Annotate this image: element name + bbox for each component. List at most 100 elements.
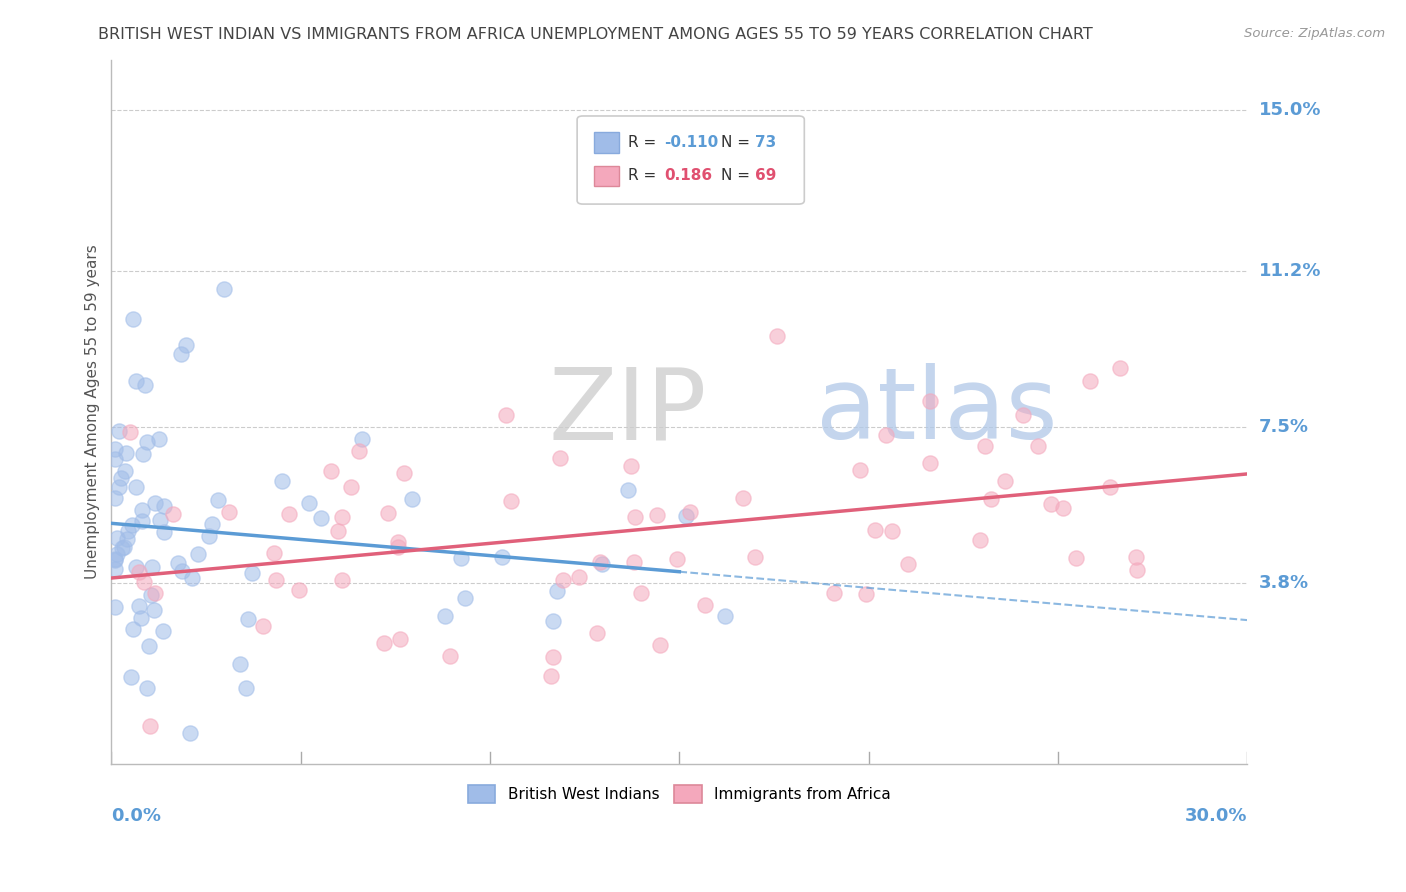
Point — [679, 505, 702, 519]
Point — [298, 496, 321, 510]
Text: N =: N = — [721, 136, 755, 150]
Point — [128, 599, 150, 613]
Point — [143, 496, 166, 510]
Text: atlas: atlas — [815, 363, 1057, 460]
Point — [187, 547, 209, 561]
Text: -0.110: -0.110 — [665, 136, 718, 150]
Point — [162, 507, 184, 521]
Point — [104, 491, 127, 506]
Point — [551, 573, 574, 587]
Point — [450, 550, 472, 565]
Point — [104, 552, 127, 566]
Text: N =: N = — [721, 169, 755, 184]
Point — [591, 557, 613, 571]
Text: 73: 73 — [755, 136, 776, 150]
Y-axis label: Unemployment Among Ages 55 to 59 years: Unemployment Among Ages 55 to 59 years — [86, 244, 100, 579]
Text: R =: R = — [628, 169, 666, 184]
Point — [112, 540, 135, 554]
Point — [499, 494, 522, 508]
Point — [332, 509, 354, 524]
Text: ZIP: ZIP — [548, 363, 707, 460]
Point — [347, 444, 370, 458]
Point — [114, 464, 136, 478]
Point — [132, 575, 155, 590]
Point — [278, 508, 301, 522]
Point — [121, 518, 143, 533]
Point — [980, 492, 1002, 507]
Point — [880, 524, 903, 539]
Point — [855, 587, 877, 601]
Text: 3.8%: 3.8% — [1258, 574, 1309, 592]
Point — [108, 480, 131, 494]
Point — [179, 726, 201, 740]
Point — [620, 459, 643, 474]
Point — [152, 624, 174, 638]
Point — [235, 681, 257, 695]
Point — [111, 541, 134, 555]
Point — [131, 515, 153, 529]
Point — [167, 556, 190, 570]
Point — [920, 394, 942, 409]
Point — [319, 464, 342, 478]
Point — [586, 626, 609, 640]
Point — [491, 550, 513, 565]
Text: 0.186: 0.186 — [665, 169, 713, 184]
Point — [1109, 360, 1132, 375]
Point — [207, 492, 229, 507]
Point — [693, 599, 716, 613]
Point — [731, 491, 754, 505]
Point — [104, 562, 127, 576]
Point — [218, 505, 240, 519]
Point — [875, 427, 897, 442]
Text: 69: 69 — [755, 169, 778, 184]
Point — [1125, 550, 1147, 565]
Point — [201, 517, 224, 532]
Point — [823, 586, 845, 600]
Point — [540, 669, 562, 683]
Point — [105, 547, 128, 561]
Point — [104, 451, 127, 466]
Point — [330, 573, 353, 587]
Point — [1125, 562, 1147, 576]
Point — [117, 524, 139, 538]
Point — [1052, 500, 1074, 515]
Point — [541, 614, 564, 628]
Point — [546, 584, 568, 599]
Text: BRITISH WEST INDIAN VS IMMIGRANTS FROM AFRICA UNEMPLOYMENT AMONG AGES 55 TO 59 Y: BRITISH WEST INDIAN VS IMMIGRANTS FROM A… — [98, 27, 1094, 42]
Point — [141, 588, 163, 602]
Point — [124, 560, 146, 574]
Point — [589, 555, 612, 569]
Point — [138, 639, 160, 653]
Point — [143, 603, 166, 617]
Point — [128, 566, 150, 580]
Legend: British West Indians, Immigrants from Africa: British West Indians, Immigrants from Af… — [461, 779, 897, 810]
Point — [240, 566, 263, 580]
Point — [765, 329, 787, 343]
Point — [104, 599, 127, 614]
Point — [675, 508, 697, 523]
Point — [143, 586, 166, 600]
Text: R =: R = — [628, 136, 661, 150]
Point — [897, 557, 920, 571]
Point — [326, 524, 349, 538]
Point — [973, 439, 995, 453]
Point — [1098, 480, 1121, 494]
Point — [1039, 497, 1062, 511]
Point — [198, 528, 221, 542]
Point — [623, 509, 645, 524]
Point — [665, 552, 688, 566]
Point — [110, 471, 132, 485]
Point — [392, 467, 415, 481]
Text: 7.5%: 7.5% — [1258, 417, 1309, 436]
Point — [541, 649, 564, 664]
Point — [120, 670, 142, 684]
Point — [120, 425, 142, 439]
Point — [548, 451, 571, 466]
Point — [139, 719, 162, 733]
Point — [131, 502, 153, 516]
Point — [264, 573, 287, 587]
Point — [238, 612, 260, 626]
Point — [350, 432, 373, 446]
Point — [650, 638, 672, 652]
Point — [170, 347, 193, 361]
